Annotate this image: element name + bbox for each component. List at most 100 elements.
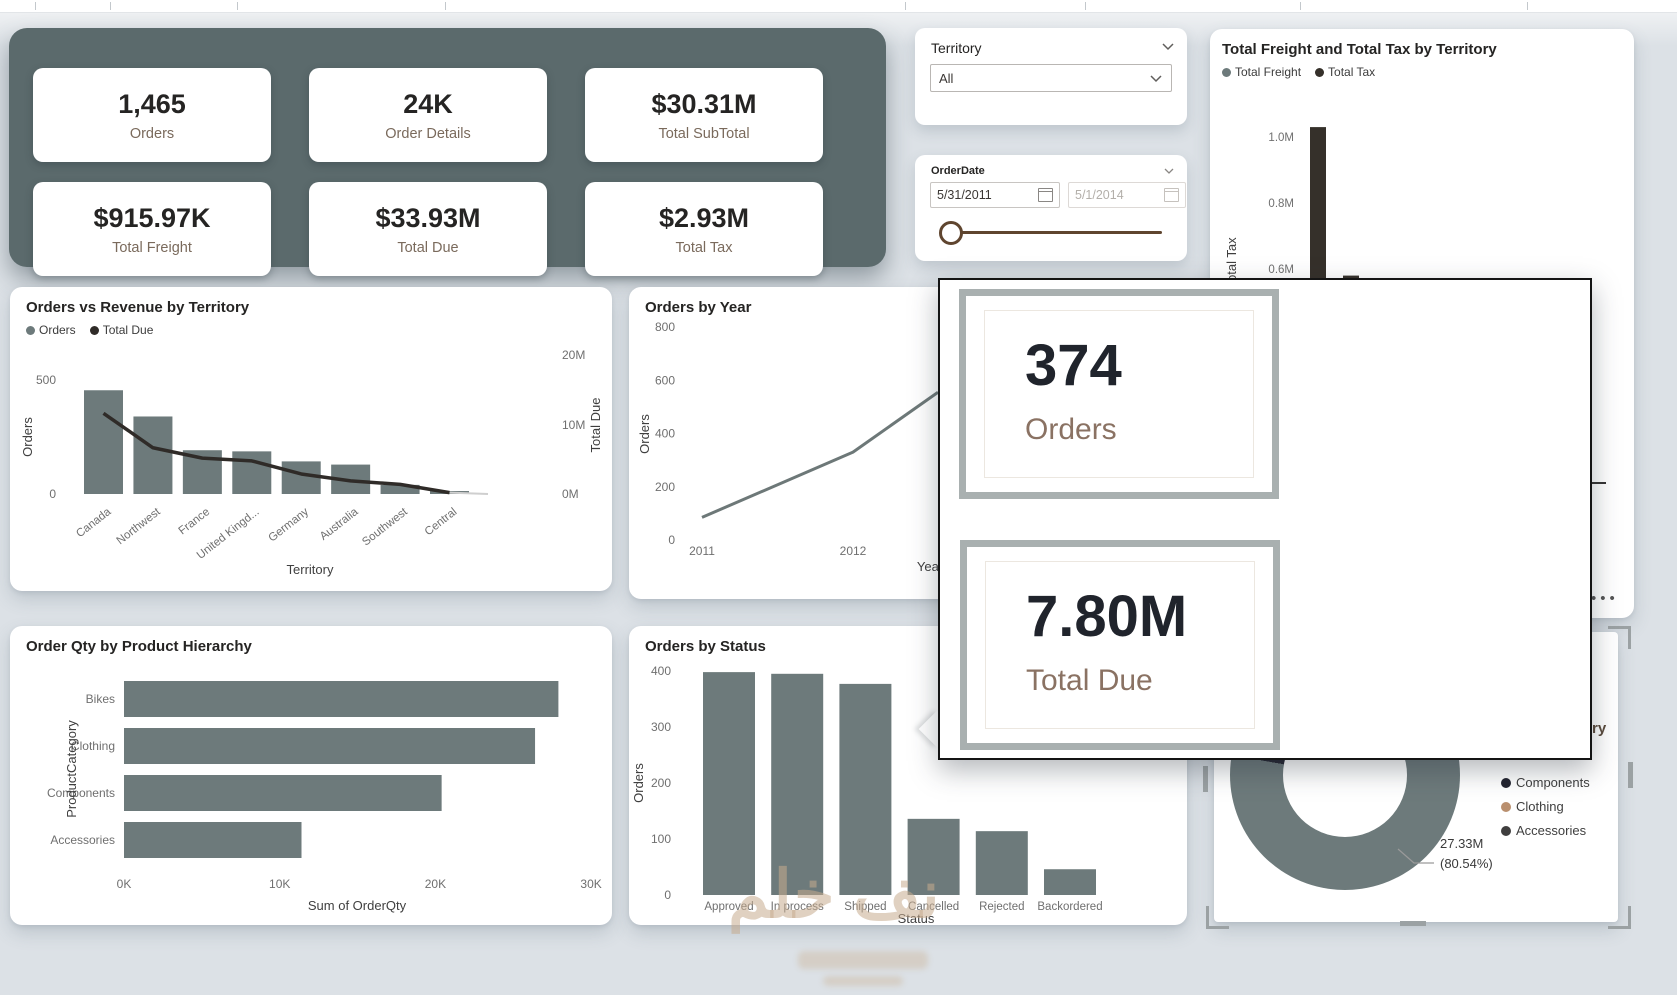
kpi-card-orders[interactable]: 1,465 Orders xyxy=(33,68,271,162)
svg-text:Approved: Approved xyxy=(704,901,753,913)
watermark-blur-line xyxy=(823,976,903,986)
svg-text:Year: Year xyxy=(917,559,944,574)
toolbar-tick xyxy=(1085,2,1086,10)
legend-item[interactable]: Total Tax xyxy=(1315,65,1375,79)
svg-text:Components: Components xyxy=(47,786,115,800)
popup-card-total-due[interactable]: 7.80M Total Due xyxy=(960,540,1280,750)
chart-title: Orders by Status xyxy=(645,638,766,655)
legend-item[interactable]: Accessories xyxy=(1501,823,1590,838)
toolbar-tick xyxy=(237,2,238,10)
chevron-down-icon xyxy=(1150,74,1162,82)
svg-text:Status: Status xyxy=(898,911,935,925)
svg-text:Southwest: Southwest xyxy=(360,505,410,548)
toolbar-tick xyxy=(110,2,111,10)
territory-slicer: Territory All xyxy=(915,28,1187,125)
chart-title: Orders by Year xyxy=(645,299,752,316)
legend-item[interactable]: Components xyxy=(1501,775,1590,790)
selection-side-handle[interactable] xyxy=(1203,766,1208,792)
legend-item[interactable]: Orders xyxy=(26,323,76,337)
chevron-down-icon[interactable] xyxy=(1161,42,1175,51)
kpi-card-total-due[interactable]: $33.93M Total Due xyxy=(309,182,547,276)
legend-item[interactable]: Total Freight xyxy=(1222,65,1301,79)
legend-item[interactable]: Total Due xyxy=(89,323,154,337)
calendar-icon[interactable] xyxy=(1164,188,1179,202)
svg-text:200: 200 xyxy=(651,776,671,790)
svg-text:Central: Central xyxy=(423,506,460,538)
orders-by-year-chart[interactable]: 800 600 400 200 0 2011 2012 Year Orders xyxy=(629,287,1112,599)
kpi-card-total-tax[interactable]: $2.93M Total Tax xyxy=(585,182,823,276)
chart-legend: Orders Total Due xyxy=(26,323,153,337)
popup-card-inner: 7.80M Total Due xyxy=(985,561,1255,729)
popup-card-inner: 374 Orders xyxy=(984,310,1254,478)
svg-text:20K: 20K xyxy=(425,877,446,891)
panel-more-options-ellipsis[interactable]: ••• xyxy=(1591,590,1619,607)
legend-dot-icon xyxy=(26,325,35,335)
kpi-label: Total Due xyxy=(397,239,459,256)
svg-text:Total Due: Total Due xyxy=(588,398,603,453)
legend-label: Total Due xyxy=(102,323,154,337)
popup-card-value: 374 xyxy=(1025,333,1122,398)
popup-card-orders[interactable]: 374 Orders xyxy=(959,289,1279,499)
svg-text:20M: 20M xyxy=(562,348,585,362)
svg-text:400: 400 xyxy=(655,427,675,441)
selection-corner-handle[interactable] xyxy=(1206,906,1229,929)
svg-text:200: 200 xyxy=(655,480,675,494)
svg-text:Territory: Territory xyxy=(287,562,334,577)
chevron-down-icon[interactable] xyxy=(1163,167,1175,175)
svg-text:Canada: Canada xyxy=(74,506,114,541)
watermark-blur-line xyxy=(798,951,928,969)
kpi-label: Total Tax xyxy=(675,239,733,256)
orders-by-status-chart[interactable]: 0 100 200 300 400 Approved In process Shipped Ca… xyxy=(629,626,1187,925)
legend-label: Accessories xyxy=(1516,823,1587,838)
kpi-value: 1,465 xyxy=(118,88,186,119)
start-date-input[interactable]: 5/31/2011 xyxy=(930,182,1060,208)
legend-item[interactable]: Clothing xyxy=(1501,799,1590,814)
kpi-value: $30.31M xyxy=(651,88,757,119)
chart-legend: Total Freight Total Tax xyxy=(1222,65,1375,79)
tick-mark xyxy=(1592,482,1606,484)
svg-text:In process: In process xyxy=(771,901,824,913)
legend-dot-icon xyxy=(89,325,99,335)
date-slider-handle[interactable] xyxy=(939,221,963,245)
svg-text:2011: 2011 xyxy=(689,544,715,558)
kpi-label: Total Freight xyxy=(112,239,192,256)
legend-label: Total Tax xyxy=(1328,65,1376,79)
toolbar-tick xyxy=(1527,2,1528,10)
legend-label: Components xyxy=(1516,775,1590,790)
end-date-input[interactable]: 5/1/2014 xyxy=(1068,182,1186,208)
order-qty-chart[interactable]: Bikes Clothing Components Accessories 0K 10K 2… xyxy=(10,626,612,925)
kpi-value: 24K xyxy=(403,88,453,119)
kpi-card-total-freight[interactable]: $915.97K Total Freight xyxy=(33,182,271,276)
focus-popup[interactable]: 374 Orders 7.80M Total Due xyxy=(938,278,1592,760)
selection-side-handle[interactable] xyxy=(1628,762,1633,788)
kpi-label: Order Details xyxy=(385,125,471,142)
svg-text:300: 300 xyxy=(651,720,671,734)
svg-text:Clothing: Clothing xyxy=(71,739,115,753)
svg-text:0M: 0M xyxy=(562,487,579,501)
legend-dot-icon xyxy=(1501,801,1511,812)
territory-dropdown[interactable]: All xyxy=(930,64,1172,92)
slicer-title: Territory xyxy=(931,40,982,56)
end-date-value: 5/1/2014 xyxy=(1075,188,1124,202)
svg-text:0K: 0K xyxy=(117,877,132,891)
svg-text:ProductCategory: ProductCategory xyxy=(64,720,79,818)
svg-text:Accessories: Accessories xyxy=(50,833,115,847)
svg-text:600: 600 xyxy=(655,373,675,387)
svg-text:Orders: Orders xyxy=(637,414,652,454)
toolbar-tick xyxy=(445,2,446,10)
kpi-card-total-subtotal[interactable]: $30.31M Total SubTotal xyxy=(585,68,823,162)
donut-callout-percent: (80.54%) xyxy=(1440,856,1493,871)
svg-text:1.0M: 1.0M xyxy=(1268,132,1294,144)
legend-label: Clothing xyxy=(1516,799,1564,814)
kpi-card-order-details[interactable]: 24K Order Details xyxy=(309,68,547,162)
svg-text:500: 500 xyxy=(36,373,56,387)
selection-corner-handle[interactable] xyxy=(1608,906,1631,929)
selection-side-handle[interactable] xyxy=(1400,921,1426,926)
svg-text:Sum of OrderQty: Sum of OrderQty xyxy=(308,898,407,913)
callout-leader-line xyxy=(1397,848,1434,864)
calendar-icon[interactable] xyxy=(1038,188,1053,202)
date-slider-track[interactable] xyxy=(950,231,1162,234)
orders-vs-revenue-panel: Orders vs Revenue by Territory Orders Tot… xyxy=(10,287,612,591)
selection-corner-handle[interactable] xyxy=(1608,626,1631,649)
